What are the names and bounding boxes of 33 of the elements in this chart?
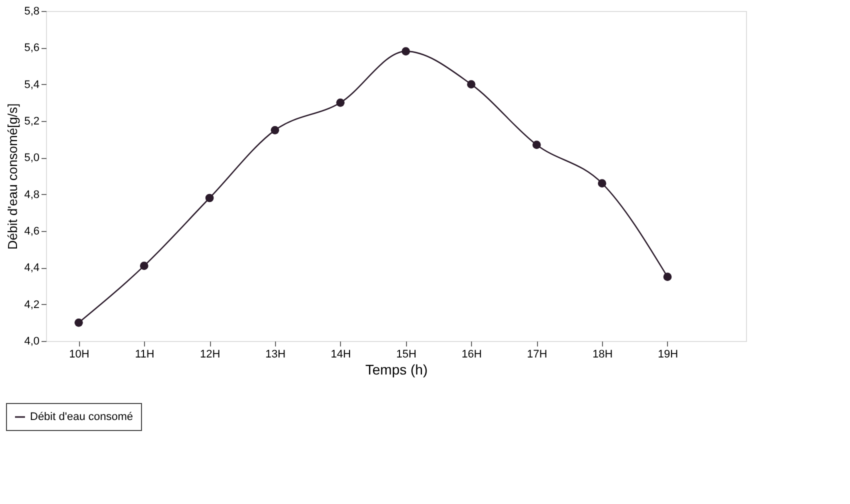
point <box>467 80 476 89</box>
x-axis-title: Temps (h) <box>365 362 428 378</box>
y-tick-label: 4,4 <box>24 262 40 274</box>
y-tick-label: 4,2 <box>24 298 40 311</box>
point <box>336 98 345 107</box>
y-tick-label: 5,4 <box>24 78 40 91</box>
point <box>402 47 410 56</box>
point <box>663 272 672 282</box>
y-tick-label: 4,8 <box>24 188 40 201</box>
point <box>140 262 148 270</box>
y-tick-label: 4,0 <box>24 336 40 348</box>
x-tick-label: 15H <box>396 348 416 360</box>
point <box>532 140 541 150</box>
x-tick-label: 11H <box>134 348 154 360</box>
y-tick-label: 5,6 <box>24 42 40 54</box>
point <box>205 194 214 202</box>
point <box>74 318 83 327</box>
x-tick-label: 17H <box>527 348 548 360</box>
x-tick-label: 10H <box>69 348 90 360</box>
y-tick-label: 5,0 <box>24 152 40 164</box>
x-tick-label: 14H <box>330 348 352 360</box>
y-axis-title: Débit d'eau consomé[g/s] <box>5 103 20 250</box>
x-tick-label: 13H <box>265 348 286 360</box>
point <box>270 126 280 134</box>
x-tick-label: 19H <box>658 348 678 360</box>
point <box>598 179 606 188</box>
y-tick-label: 5,2 <box>24 116 40 128</box>
y-tick-label: 5,8 <box>24 6 40 18</box>
y-tick-label: 4,6 <box>24 226 40 238</box>
x-tick-label: 12H <box>200 348 220 360</box>
x-tick-label: 18H <box>592 348 613 360</box>
legend-label: Débit d'eau consomé <box>30 411 133 423</box>
x-tick-label: 16H <box>462 348 482 360</box>
